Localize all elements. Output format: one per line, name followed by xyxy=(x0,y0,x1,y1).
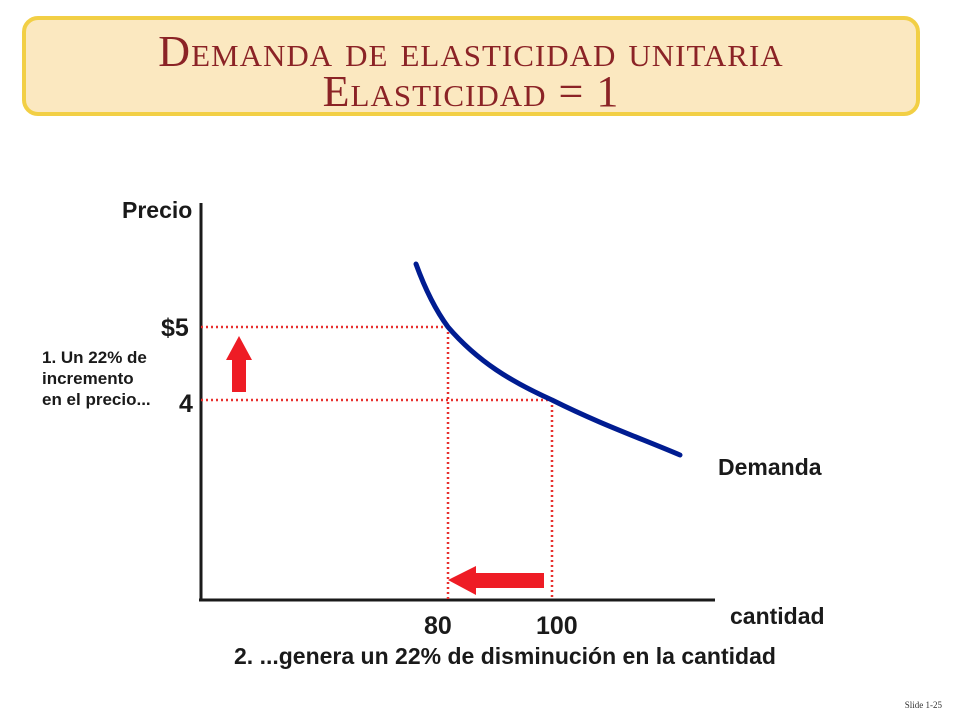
quantity-decrease-arrow xyxy=(448,566,544,595)
price-increase-arrow xyxy=(226,336,252,392)
y-axis-label: Precio xyxy=(122,197,193,223)
demand-curve xyxy=(413,261,683,458)
price-increase-note: 1. Un 22% de incremento en el precio... xyxy=(42,347,151,410)
price-note-line-3: en el precio... xyxy=(42,390,151,409)
y-tick-label-4: 4 xyxy=(179,390,193,418)
slide-subtitle: Elasticidad = 1 xyxy=(322,67,620,116)
x-axis-label: cantidad xyxy=(730,603,825,629)
price-note-line-1: 1. Un 22% de xyxy=(42,348,147,367)
slide-title: Demanda de elasticidad unitaria xyxy=(158,27,784,76)
slide-number: Slide 1-25 xyxy=(904,700,942,710)
price-note-line-2: incremento xyxy=(42,369,134,388)
demand-series-label: Demanda xyxy=(718,454,822,480)
x-tick-label-100: 100 xyxy=(536,612,578,640)
x-tick-label-80: 80 xyxy=(424,612,452,640)
quantity-decrease-note: 2. ...genera un 22% de disminución en la… xyxy=(234,643,776,669)
reference-guides xyxy=(201,325,554,600)
y-tick-label-5: $5 xyxy=(161,314,189,342)
title-banner: Demanda de elasticidad unitaria Elastici… xyxy=(22,16,920,116)
